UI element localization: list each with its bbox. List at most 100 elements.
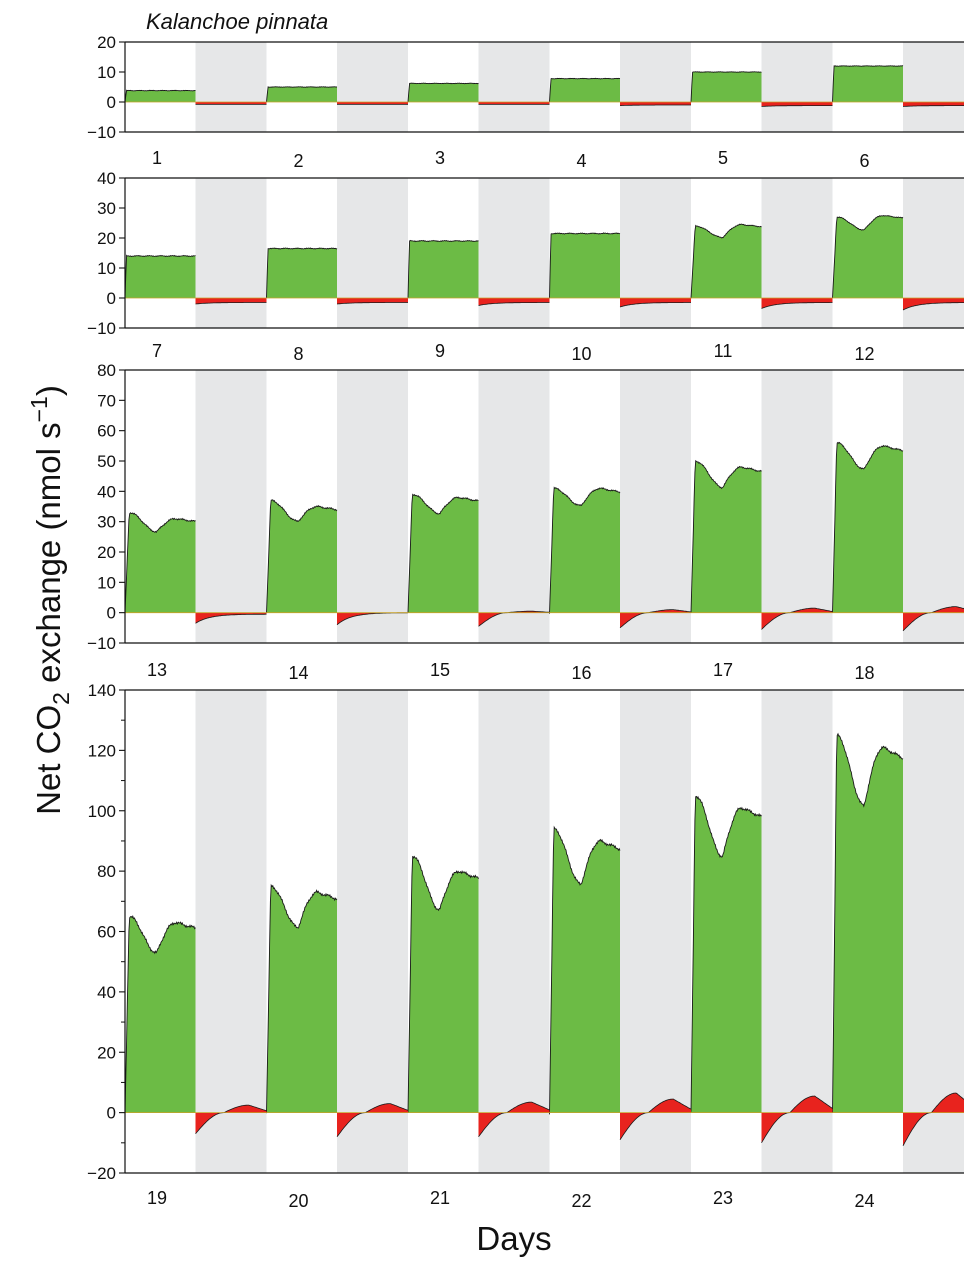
night-release-area	[903, 1093, 964, 1146]
day-uptake-area	[408, 856, 479, 1113]
day-uptake-trace	[832, 214, 904, 299]
y-tick-label: 20	[97, 33, 116, 52]
day-uptake-area	[549, 827, 620, 1115]
day-uptake-area	[408, 83, 479, 102]
day-label: 1	[152, 148, 162, 168]
night-release-trace	[195, 1104, 267, 1135]
dark-period-band	[903, 42, 964, 132]
day-label: 24	[854, 1191, 874, 1211]
day-label: 21	[430, 1188, 450, 1208]
day-uptake-trace	[407, 855, 479, 1113]
day-uptake-area	[125, 255, 196, 298]
day-uptake-area	[408, 494, 479, 613]
night-release-trace	[336, 302, 408, 305]
y-tick-label: 40	[97, 169, 116, 188]
day-label: 23	[713, 1188, 733, 1208]
night-release-trace	[195, 613, 267, 624]
y-tick-label: 10	[97, 573, 116, 592]
day-label: 19	[147, 1188, 167, 1208]
y-tick-label: 10	[97, 63, 116, 82]
night-release-area	[337, 102, 408, 105]
day-label: 10	[571, 344, 591, 364]
dark-period-band	[620, 178, 691, 328]
night-release-trace	[619, 609, 692, 629]
y-axis-title: Net CO2 exchange (nmol s−1)	[26, 385, 74, 815]
night-release-trace	[902, 606, 964, 632]
day-uptake-trace	[407, 493, 479, 613]
y-tick-label: 50	[97, 452, 116, 471]
day-uptake-trace	[832, 441, 904, 613]
day-uptake-area	[832, 215, 903, 298]
day-uptake-area	[266, 885, 337, 1114]
day-uptake-area	[266, 499, 337, 613]
day-uptake-area	[266, 86, 337, 102]
night-release-trace	[761, 302, 833, 309]
day-uptake-area	[125, 512, 196, 613]
dark-period-band	[195, 690, 267, 1173]
y-tick-label: −10	[87, 319, 116, 338]
day-uptake-area	[125, 916, 196, 1113]
dark-period-band	[337, 370, 408, 643]
day-uptake-trace	[690, 223, 762, 299]
y-tick-label: 40	[97, 983, 116, 1002]
night-release-area	[620, 1099, 691, 1140]
day-label: 9	[435, 341, 445, 361]
chart-title: Kalanchoe pinnata	[146, 9, 328, 34]
day-uptake-trace	[832, 65, 904, 103]
y-axis-title-unit-close: )	[30, 385, 67, 396]
day-label: 14	[288, 663, 308, 683]
y-axis-title-subscript: 2	[48, 692, 74, 705]
day-label: 3	[435, 148, 445, 168]
day-label: 17	[713, 660, 733, 680]
day-uptake-trace	[549, 825, 621, 1115]
dark-period-band	[761, 690, 833, 1173]
day-uptake-area	[691, 796, 762, 1113]
night-release-area	[195, 102, 267, 105]
day-uptake-area	[549, 232, 620, 299]
night-release-trace	[902, 302, 964, 311]
y-tick-label: 0	[107, 93, 116, 112]
night-release-area	[478, 102, 550, 105]
day-uptake-area	[408, 240, 479, 298]
dark-period-band	[337, 690, 408, 1173]
night-release-area	[761, 608, 833, 630]
night-release-trace	[478, 302, 550, 306]
y-tick-label: 40	[97, 482, 116, 501]
night-release-area	[195, 612, 267, 624]
night-release-trace	[336, 1103, 409, 1138]
y-tick-label: 30	[97, 199, 116, 218]
x-axis-title: Days	[476, 1220, 551, 1257]
y-tick-label: 80	[97, 862, 116, 881]
night-release-trace	[761, 607, 833, 630]
day-label: 16	[571, 663, 591, 683]
day-uptake-area	[691, 224, 762, 299]
day-uptake-trace	[266, 883, 338, 1114]
day-uptake-trace	[124, 512, 196, 612]
panel-1: −10 0 10 20 1 2 3 4 5 6	[87, 33, 964, 171]
y-tick-label: 20	[97, 1043, 116, 1062]
y-axis-title-main: Net CO	[30, 705, 67, 815]
night-release-trace	[619, 1098, 692, 1141]
y-tick-label: 20	[97, 229, 116, 248]
night-release-trace	[761, 105, 833, 107]
y-tick-label: −20	[87, 1164, 116, 1183]
day-uptake-trace	[407, 239, 479, 298]
night-release-area	[761, 298, 833, 309]
y-tick-label: 0	[107, 604, 116, 623]
day-label: 2	[293, 151, 303, 171]
day-uptake-area	[832, 733, 903, 1113]
day-label: 8	[293, 344, 303, 364]
day-label: 15	[430, 660, 450, 680]
y-axis-title-superscript: −1	[26, 396, 52, 422]
night-release-trace	[195, 302, 267, 305]
night-release-trace	[478, 1101, 550, 1138]
dark-period-band	[478, 178, 550, 328]
day-uptake-trace	[124, 89, 196, 103]
day-uptake-area	[832, 65, 903, 102]
day-label: 20	[288, 1191, 308, 1211]
y-tick-label: 80	[97, 361, 116, 380]
y-axis-title-unit-open: exchange (nmol s	[30, 422, 67, 692]
day-uptake-area	[832, 442, 903, 613]
y-tick-label: 20	[97, 543, 116, 562]
